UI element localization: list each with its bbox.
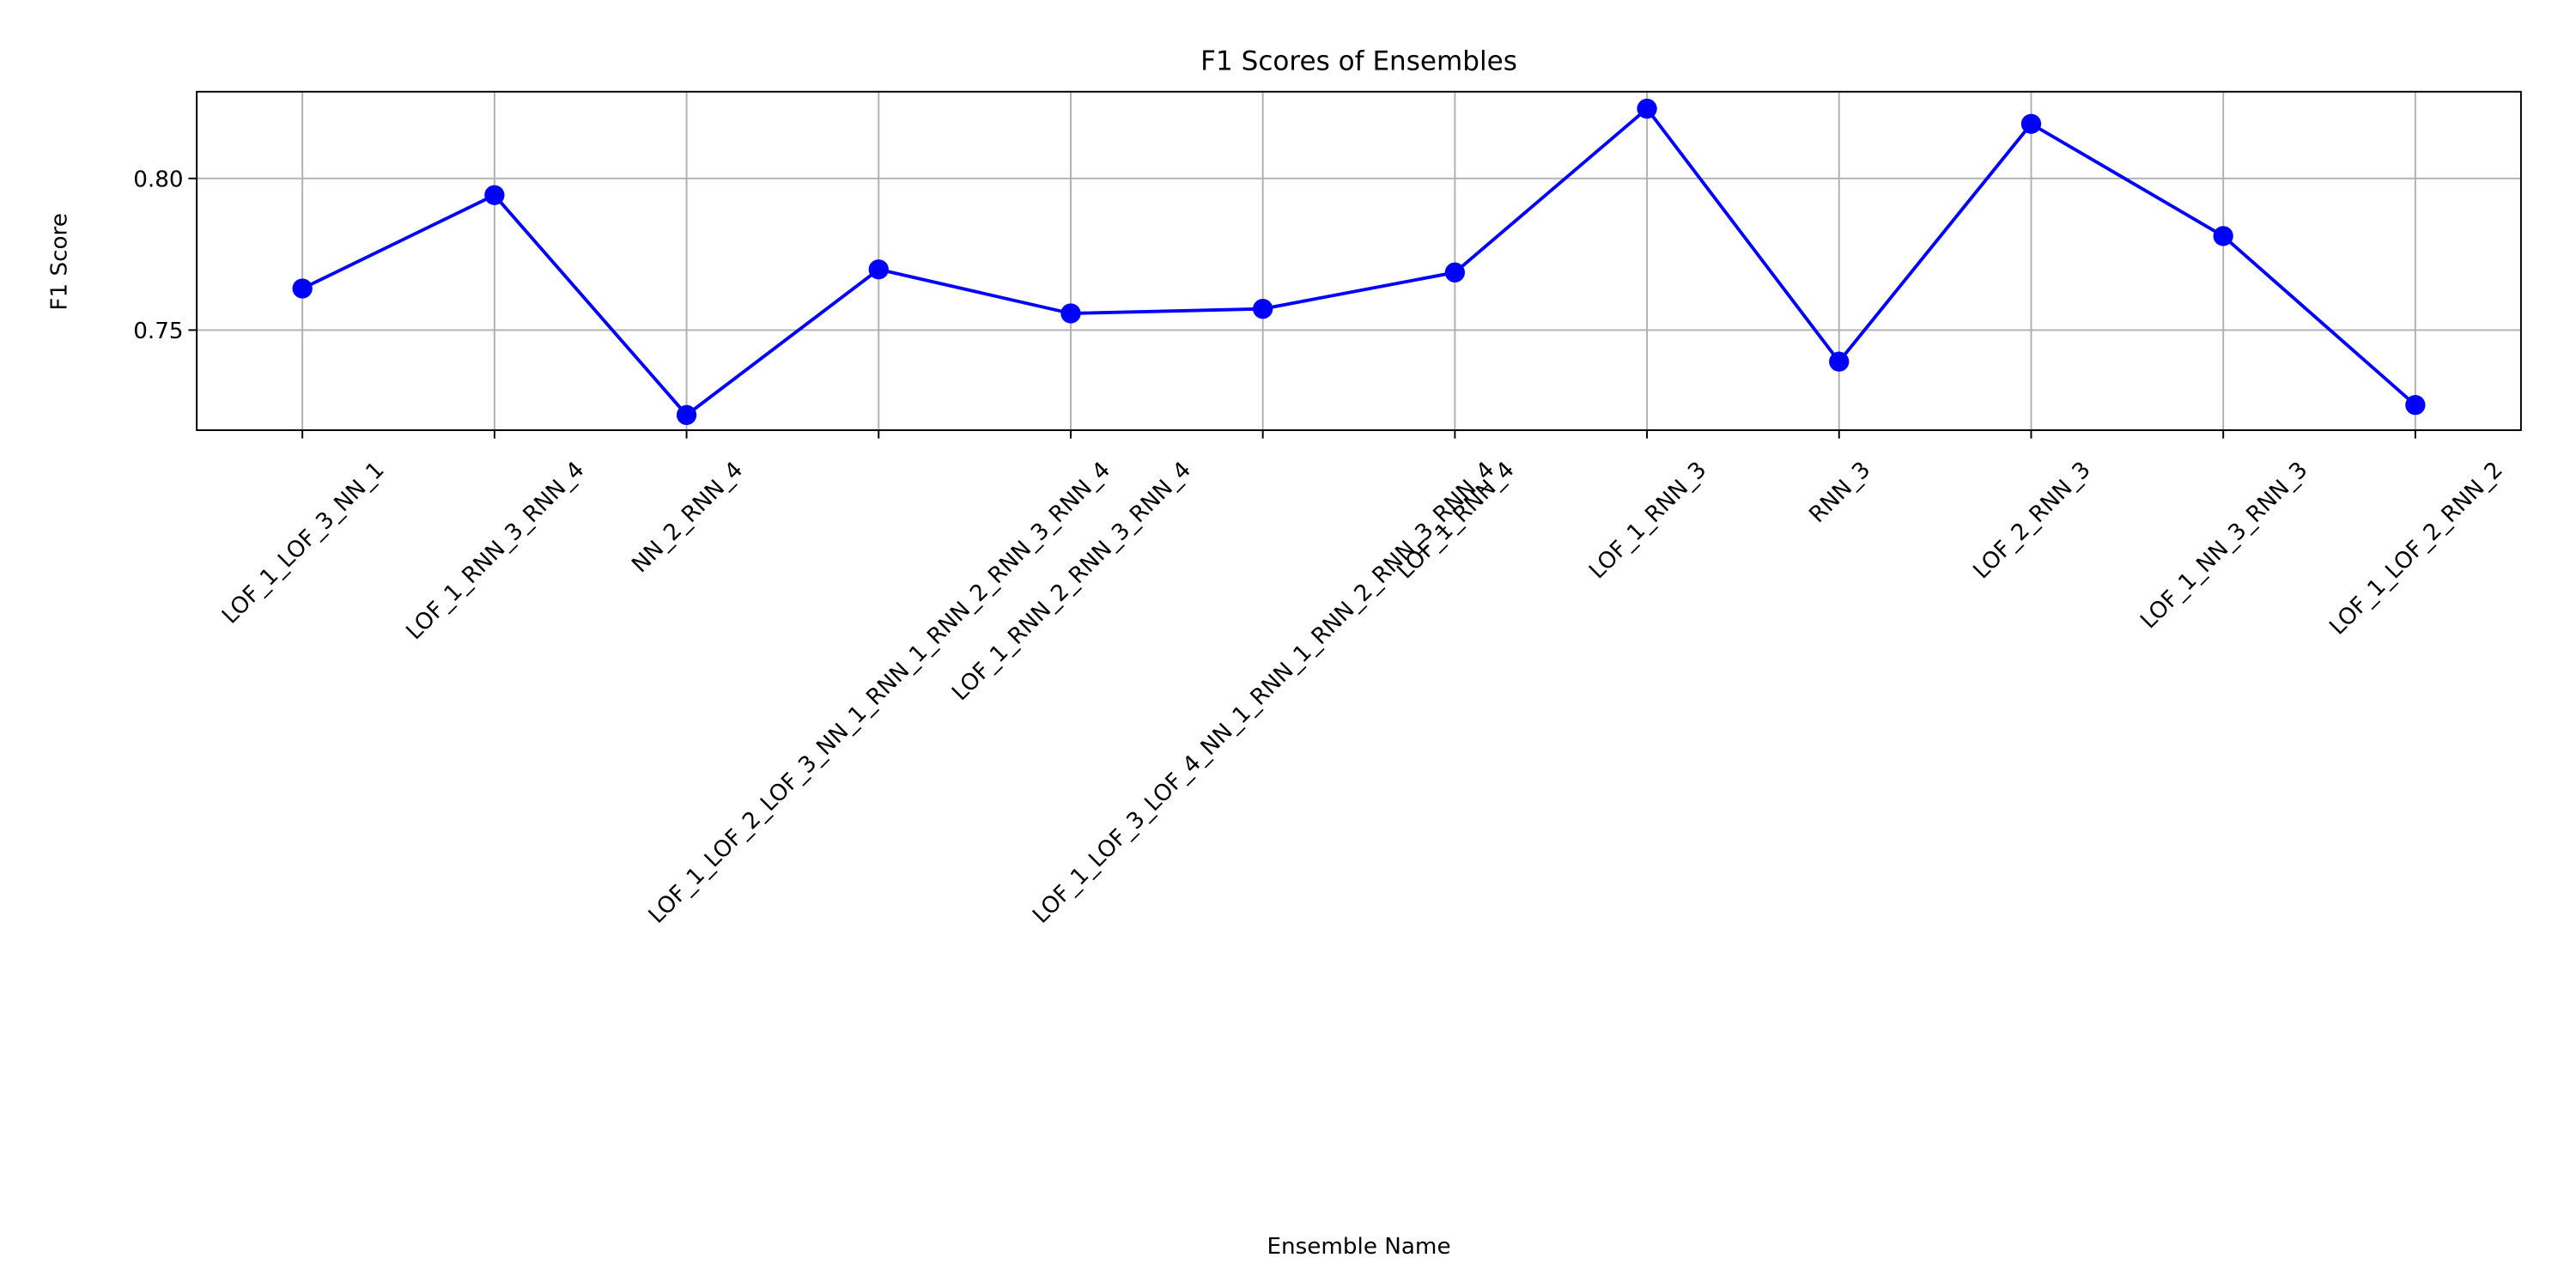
marker — [2405, 395, 2426, 416]
marker — [1060, 303, 1081, 324]
marker — [868, 259, 889, 280]
plot-frame — [196, 90, 2522, 431]
marker — [1253, 299, 1273, 319]
x-tick-label: LOF_1_LOF_2_RNN_2 — [2324, 457, 2507, 640]
x-axis-label: Ensemble Name — [1267, 1234, 1450, 1260]
line — [301, 106, 2417, 417]
x-tick-label: LOF_2_RNN_3 — [1969, 457, 2096, 584]
y-tick-label: 0.75 — [133, 319, 183, 344]
marker — [676, 404, 697, 425]
chart-title: F1 Scores of Ensembles — [1200, 46, 1517, 77]
y-tick-label: 0.80 — [133, 167, 183, 193]
x-tick-label: LOF_1_LOF_2_LOF_3_NN_1_RNN_1_RNN_2_RNN_3… — [644, 457, 1115, 928]
x-tick-label: LOF_1_LOF_3_NN_1 — [217, 457, 389, 629]
marker — [1829, 351, 1850, 372]
y-axis-label: F1 Score — [47, 213, 73, 310]
marker — [484, 185, 505, 205]
x-tick-label: RNN_3 — [1805, 457, 1876, 528]
marker — [2020, 113, 2042, 134]
marker — [1637, 98, 1657, 119]
x-tick-label: LOF_1_RNN_4 — [1393, 457, 1520, 584]
x-tick-label: LOF_1_RNN_3_RNN_4 — [402, 457, 590, 645]
x-tick-label: NN_2_RNN_4 — [627, 457, 748, 578]
marker — [1444, 262, 1466, 283]
x-tick-label: LOF_1_NN_3_RNN_3 — [2136, 457, 2312, 634]
marker — [292, 278, 313, 299]
x-tick-label: LOF_1_RNN_3 — [1584, 457, 1711, 584]
marker — [2213, 226, 2233, 246]
